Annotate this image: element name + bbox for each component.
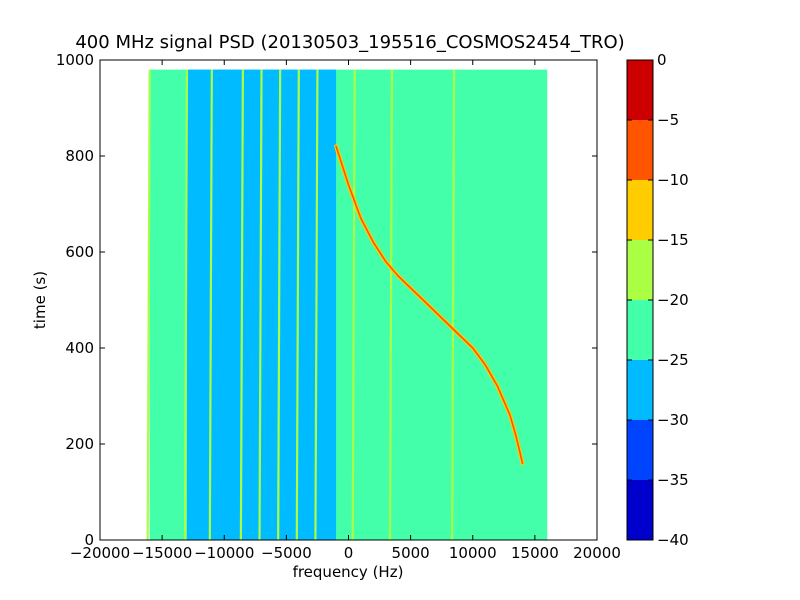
colorbar-tick-label: 0 [657, 51, 667, 69]
colorbar-tick-label: −5 [657, 111, 679, 129]
x-tick-label: 15000 [511, 544, 559, 562]
spectral-line [388, 69, 394, 540]
colorbar-tick-label: −30 [657, 411, 689, 429]
x-tick-label: −20000 [70, 544, 130, 562]
x-tick-label: 20000 [573, 544, 621, 562]
colorbar-segment [627, 240, 653, 300]
signal-track [335, 145, 524, 465]
spectral-line [208, 69, 213, 540]
colorbar-segment [627, 60, 653, 120]
y-axis: 0 200 400 600 800 1000 [56, 51, 597, 549]
chart-title: 400 MHz signal PSD (20130503_195516_COSM… [75, 32, 624, 53]
spectral-line [351, 69, 356, 540]
y-tick-label: 400 [65, 339, 94, 357]
y-tick-label: 1000 [56, 51, 94, 69]
vertical-lines-layer [146, 69, 456, 540]
colorbar-tick-label: −10 [657, 171, 689, 189]
spectral-line [451, 69, 456, 540]
spectral-line [277, 69, 282, 540]
y-tick-label: 200 [65, 435, 94, 453]
x-axis-label: frequency (Hz) [293, 563, 404, 581]
colorbar-segment [627, 480, 653, 540]
colorbar-segment [627, 300, 653, 360]
colorbar-segment [627, 180, 653, 240]
y-axis-label: time (s) [31, 271, 49, 329]
colorbar-tick-label: −15 [657, 231, 689, 249]
spectral-line [314, 69, 319, 540]
colorbar-segment [627, 420, 653, 480]
colorbar-tick-label: −25 [657, 351, 689, 369]
x-axis: −20000 −15000 −10000 −5000 0 5000 10000 15000 20… [70, 60, 621, 562]
colorbar: −40 −35 −30 −25 −20 −15 −10 −5 0 [626, 51, 689, 549]
spectral-line [183, 69, 189, 540]
x-tick-label: −5000 [261, 544, 312, 562]
colorbar-tick-label: −20 [657, 291, 689, 309]
spectral-line [295, 69, 300, 540]
x-tick-label: −10000 [194, 544, 254, 562]
x-tick-label: 10000 [449, 544, 497, 562]
spectral-line [239, 69, 244, 540]
y-tick-label: 600 [65, 243, 94, 261]
signal-track-layer [334, 144, 525, 466]
plot-area [146, 69, 548, 540]
colorbar-tick-label: −40 [657, 531, 689, 549]
y-tick-label: 800 [65, 147, 94, 165]
spectral-line [258, 69, 263, 540]
colorbar-segment [627, 120, 653, 180]
y-tick-label: 0 [84, 531, 94, 549]
x-tick-label: −15000 [132, 544, 192, 562]
colorbar-segment [627, 360, 653, 420]
colorbar-tick-label: −35 [657, 471, 689, 489]
spectral-line [146, 69, 151, 540]
x-tick-label: 0 [344, 544, 354, 562]
x-tick-label: 5000 [392, 544, 430, 562]
